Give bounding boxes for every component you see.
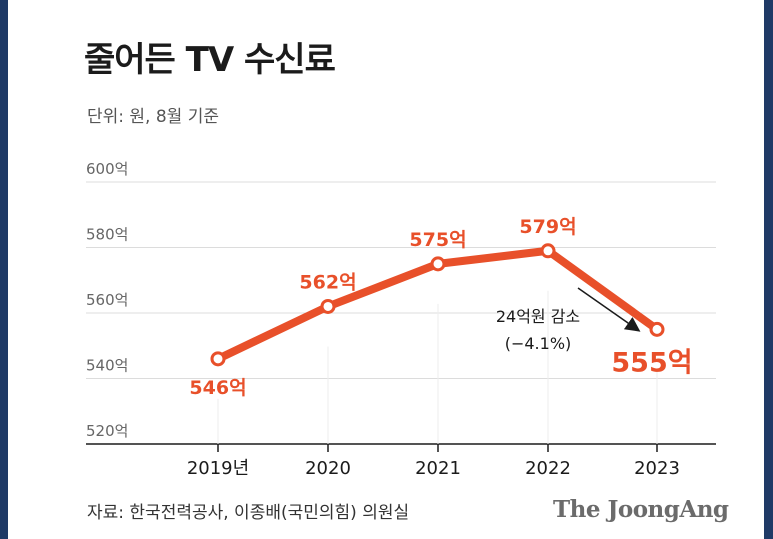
data-point — [210, 351, 226, 367]
data-point — [320, 298, 336, 314]
y-tick-label: 580억 — [86, 226, 128, 244]
x-tick-label: 2020 — [305, 458, 351, 479]
data-point — [649, 321, 665, 337]
x-tick-label: 2019년 — [187, 458, 249, 479]
x-tick-label: 2023 — [634, 458, 680, 479]
data-label: 562억 — [299, 271, 356, 293]
unit-note: 단위: 원, 8월 기준 — [87, 107, 219, 127]
y-tick-label: 520억 — [86, 422, 128, 440]
chart-title: 줄어든 TV 수신료 — [84, 40, 336, 80]
decrease-arrow — [577, 287, 641, 332]
y-tick-label: 600억 — [86, 160, 128, 178]
chart-card: 줄어든 TV 수신료 단위: 원, 8월 기준 자료: 한국전력공사, 이종배(… — [8, 0, 764, 539]
annotation-decrease: 24억원 감소 — [496, 307, 580, 326]
data-label: 555억 — [611, 347, 692, 378]
annotation-percent: (−4.1%) — [505, 334, 572, 353]
data-label: 579억 — [519, 216, 576, 238]
x-tick-label: 2021 — [415, 458, 461, 479]
data-point — [430, 256, 446, 272]
y-tick-label: 560억 — [86, 291, 128, 309]
data-point — [540, 243, 556, 259]
y-tick-label: 540억 — [86, 357, 128, 375]
brand-logo: The JoongAng — [553, 496, 729, 523]
data-label: 546억 — [189, 377, 246, 399]
source-note: 자료: 한국전력공사, 이종배(국민의힘) 의원실 — [87, 503, 410, 523]
x-tick-label: 2022 — [525, 458, 571, 479]
data-label: 575억 — [409, 229, 466, 251]
